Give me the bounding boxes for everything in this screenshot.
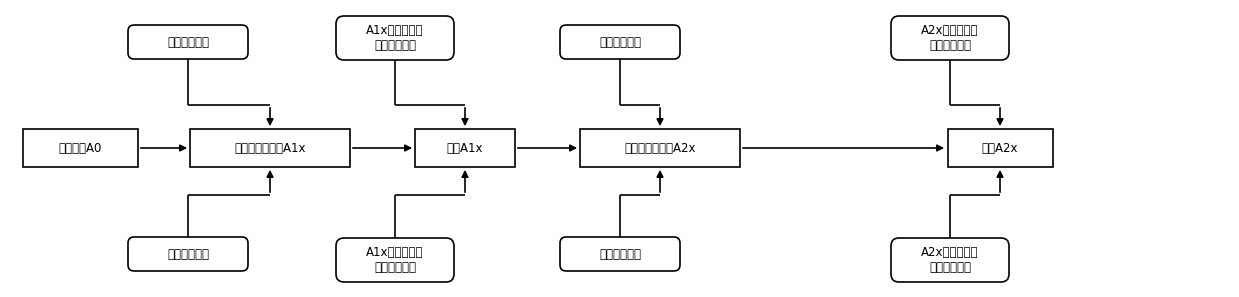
FancyBboxPatch shape	[336, 16, 453, 60]
FancyBboxPatch shape	[580, 129, 740, 167]
Text: A2x数据类型，
确定颜色特征: A2x数据类型， 确定颜色特征	[922, 246, 979, 274]
Text: 获取下一级数据A2x: 获取下一级数据A2x	[624, 141, 696, 154]
Text: 绘制A2x: 绘制A2x	[981, 141, 1018, 154]
FancyBboxPatch shape	[891, 238, 1009, 282]
FancyBboxPatch shape	[560, 237, 680, 271]
Text: A1x的可展开性
确定形状特征: A1x的可展开性 确定形状特征	[367, 24, 424, 52]
Text: A1x数据类型，
确定颜色特征: A1x数据类型， 确定颜色特征	[367, 246, 424, 274]
FancyBboxPatch shape	[948, 129, 1052, 167]
FancyBboxPatch shape	[560, 25, 680, 59]
FancyBboxPatch shape	[415, 129, 515, 167]
Text: 链接关系数据: 链接关系数据	[167, 36, 209, 48]
Text: 特征匹配数据: 特征匹配数据	[598, 247, 641, 260]
Text: A2x的可展开性
确定形状特征: A2x的可展开性 确定形状特征	[922, 24, 979, 52]
Text: 采集输入A0: 采集输入A0	[58, 141, 102, 154]
FancyBboxPatch shape	[190, 129, 349, 167]
FancyBboxPatch shape	[336, 238, 453, 282]
FancyBboxPatch shape	[22, 129, 138, 167]
FancyBboxPatch shape	[128, 237, 248, 271]
FancyBboxPatch shape	[891, 16, 1009, 60]
Text: 特征匹配数据: 特征匹配数据	[167, 247, 209, 260]
Text: 绘制A1x: 绘制A1x	[447, 141, 483, 154]
FancyBboxPatch shape	[128, 25, 248, 59]
Text: 链接关系数据: 链接关系数据	[598, 36, 641, 48]
Text: 获取下一级数据A1x: 获取下一级数据A1x	[234, 141, 306, 154]
